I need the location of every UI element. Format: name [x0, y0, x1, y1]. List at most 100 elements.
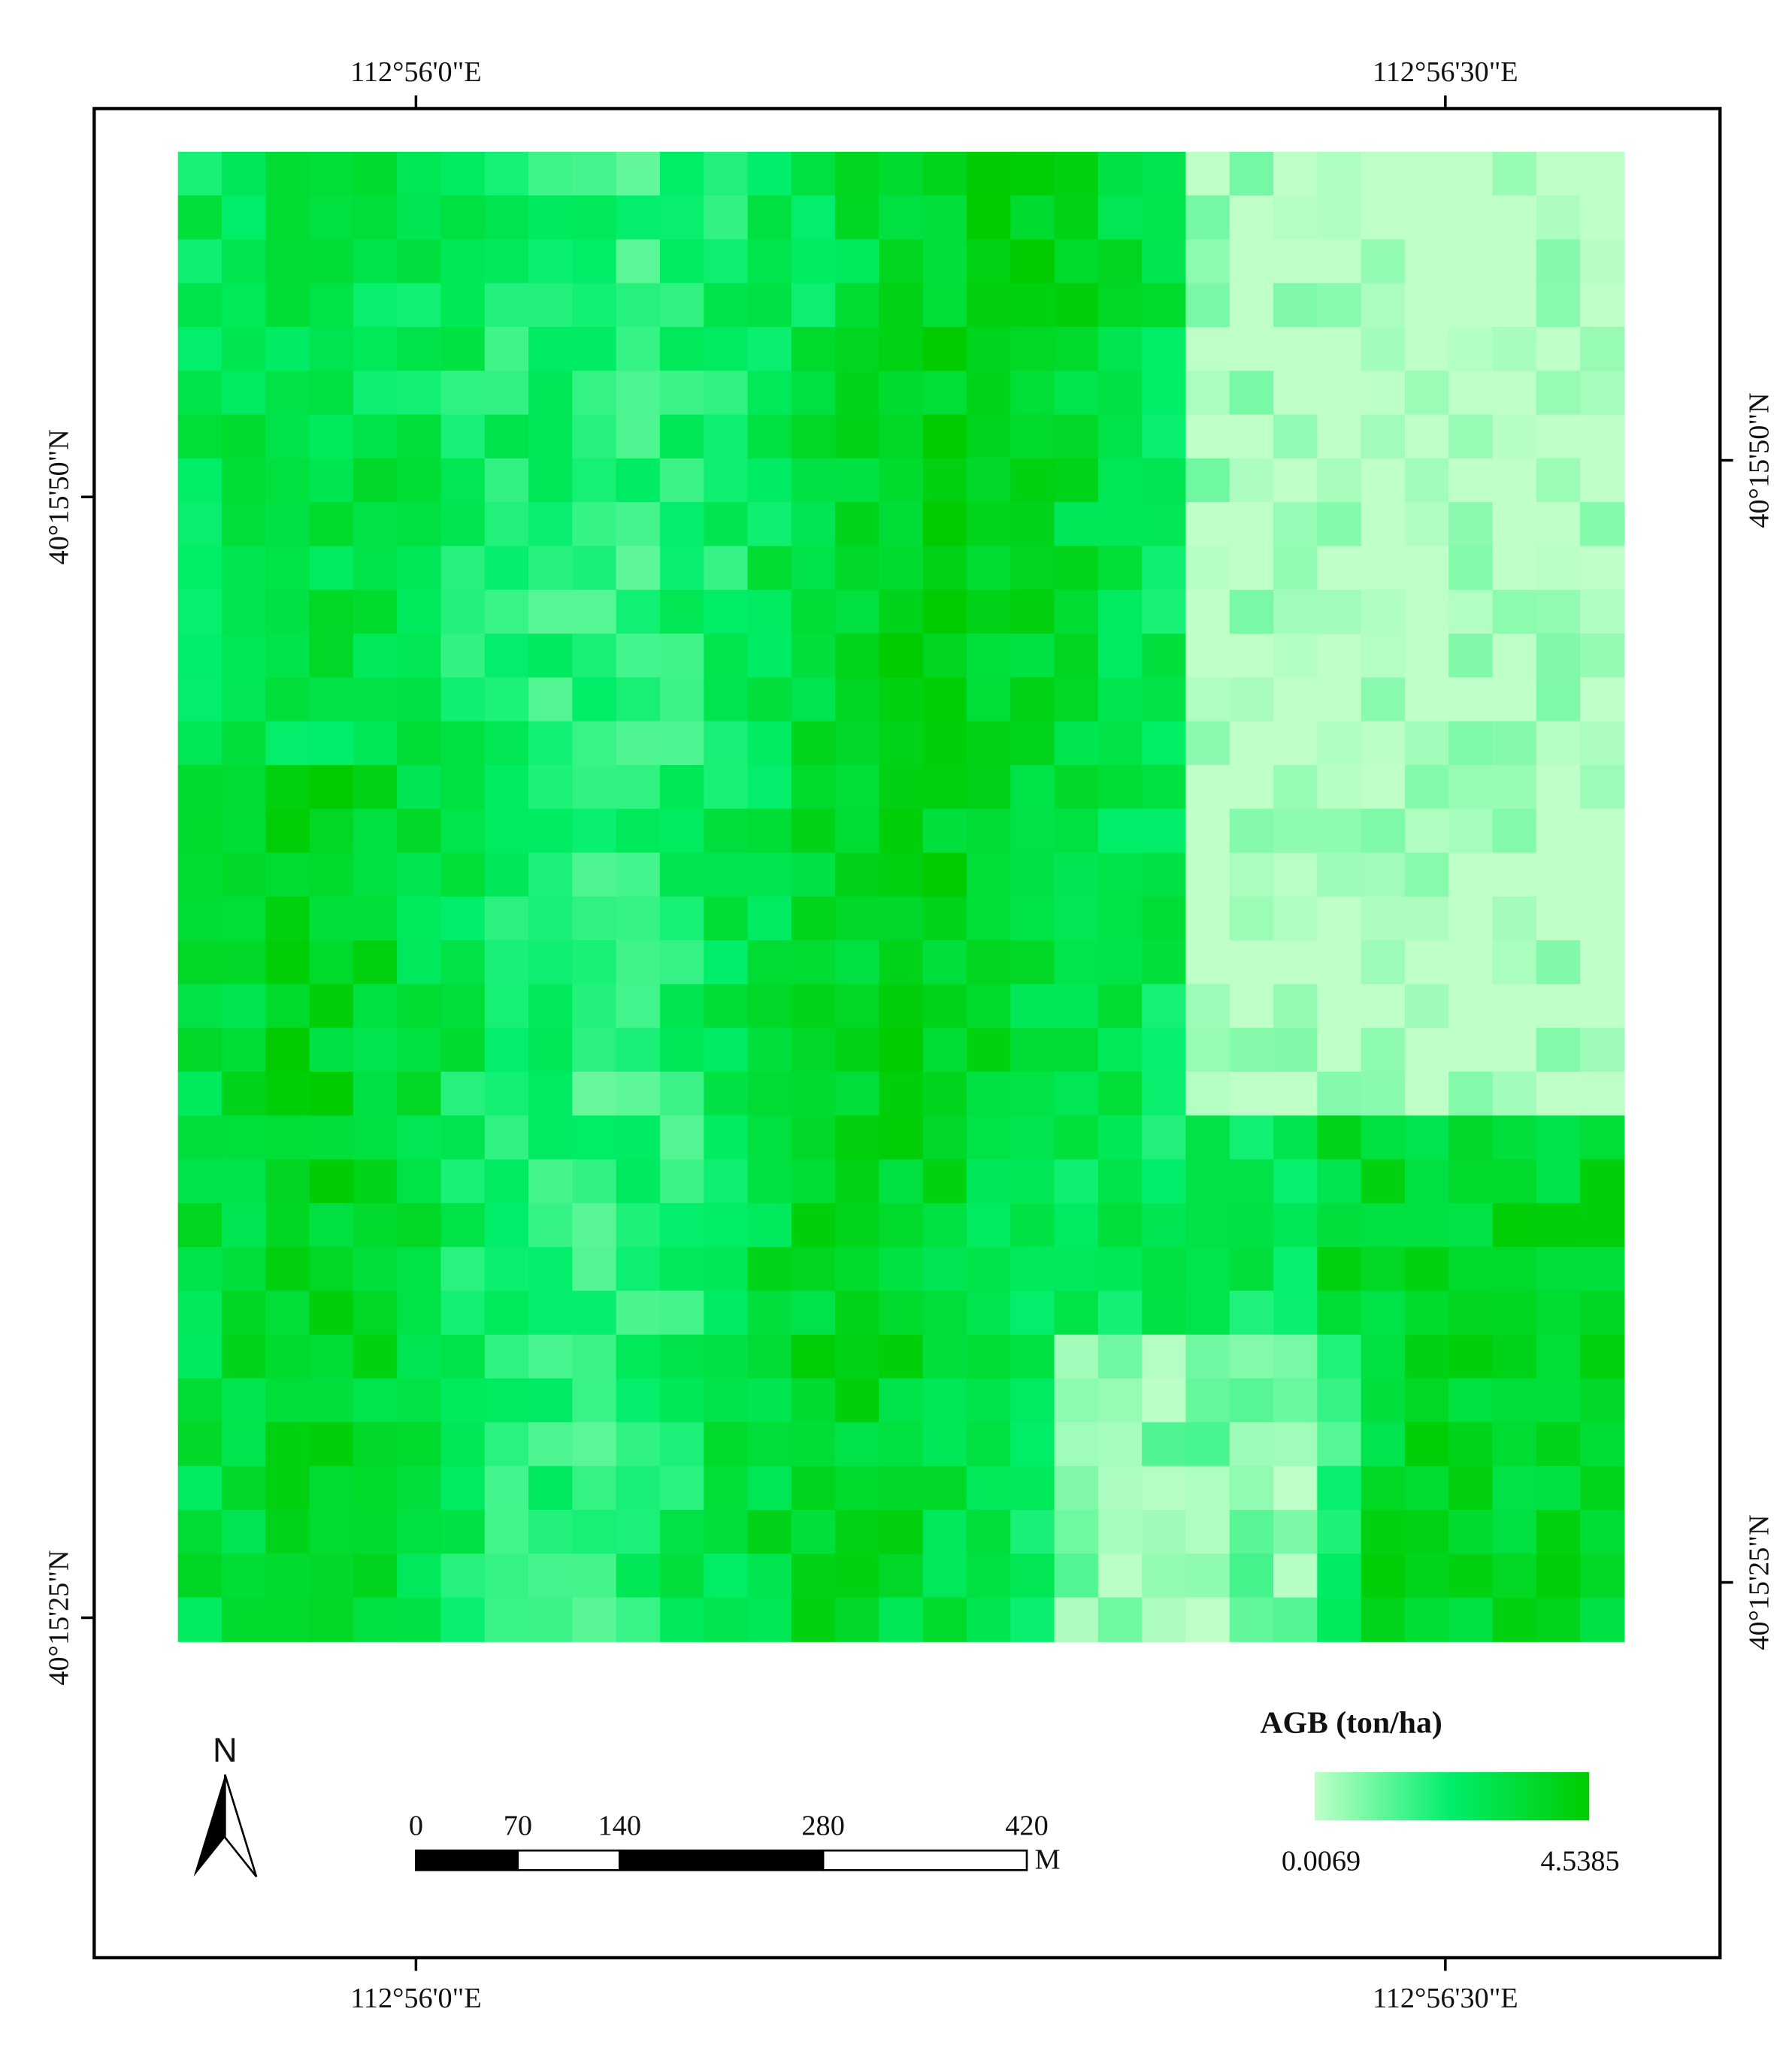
raster-cell: [1448, 546, 1494, 591]
raster-cell: [1054, 1466, 1099, 1511]
raster-cell: [1361, 1290, 1406, 1336]
raster-cell: [1536, 239, 1582, 284]
raster-cell: [1404, 414, 1450, 459]
raster-cell: [1229, 1202, 1275, 1248]
raster-cell: [1273, 1290, 1318, 1336]
raster-cell: [616, 502, 661, 547]
raster-cell: [1097, 1202, 1143, 1248]
raster-cell: [704, 677, 749, 722]
raster-cell: [966, 283, 1012, 328]
raster-cell: [1536, 721, 1582, 767]
raster-cell: [966, 764, 1012, 810]
raster-cell: [440, 721, 486, 767]
raster-cell: [1580, 1509, 1625, 1555]
raster-cell: [1536, 1072, 1582, 1117]
raster-cell: [309, 1159, 354, 1204]
raster-cell: [1142, 764, 1187, 810]
raster-cell: [1448, 458, 1494, 504]
raster-cell: [1010, 327, 1055, 372]
raster-cell: [309, 1247, 354, 1292]
raster-cell: [791, 677, 837, 722]
raster-cell: [221, 195, 267, 240]
raster-cell: [1054, 721, 1099, 767]
raster-cell: [1185, 327, 1230, 372]
raster-cell: [1580, 151, 1625, 197]
raster-cell: [1580, 1466, 1625, 1511]
raster-cell: [659, 458, 705, 504]
raster-cell: [659, 327, 705, 372]
raster-cell: [1229, 283, 1275, 328]
raster-cell: [747, 677, 792, 722]
raster-cell: [177, 327, 223, 372]
raster-cell: [922, 414, 968, 459]
raster-cell: [704, 1115, 749, 1160]
raster-cell: [1580, 809, 1625, 854]
raster-cell: [704, 1247, 749, 1292]
raster-cell: [177, 546, 223, 591]
raster-cell: [528, 1072, 574, 1117]
raster-cell: [747, 151, 792, 197]
raster-cell: [353, 1466, 398, 1511]
raster-cell: [835, 589, 880, 635]
raster-cell: [1273, 896, 1318, 942]
raster-cell: [1185, 852, 1230, 897]
raster-cell: [747, 1334, 792, 1380]
raster-cell: [528, 1159, 574, 1204]
raster-cell: [353, 195, 398, 240]
raster-cell: [397, 502, 442, 547]
raster-cell: [1404, 502, 1450, 547]
raster-cell: [835, 1072, 880, 1117]
raster-cell: [616, 1202, 661, 1248]
raster-cell: [1448, 764, 1494, 810]
raster-cell: [265, 940, 310, 985]
raster-cell: [659, 1115, 705, 1160]
raster-cell: [265, 1466, 310, 1511]
raster-cell: [1492, 1466, 1537, 1511]
raster-cell: [616, 589, 661, 635]
raster-cell: [1185, 1378, 1230, 1423]
raster-cell: [353, 940, 398, 985]
raster-cell: [1580, 371, 1625, 416]
raster-cell: [1185, 764, 1230, 810]
raster-cell: [659, 634, 705, 679]
raster-cell: [572, 1159, 617, 1204]
raster-cell: [309, 764, 354, 810]
raster-cell: [1492, 1422, 1537, 1467]
raster-cell: [791, 195, 837, 240]
raster-cell: [440, 896, 486, 942]
raster-cell: [659, 502, 705, 547]
raster-cell: [1185, 151, 1230, 197]
raster-cell: [1448, 283, 1494, 328]
raster-cell: [1097, 1466, 1143, 1511]
raster-cell: [1273, 546, 1318, 591]
raster-cell: [1054, 1247, 1099, 1292]
raster-cell: [1361, 1115, 1406, 1160]
raster-cell: [1054, 809, 1099, 854]
raster-cell: [1492, 852, 1537, 897]
north-label: N: [213, 1731, 238, 1769]
raster-cell: [397, 1553, 442, 1599]
raster-cell: [1404, 1027, 1450, 1073]
raster-cell: [1273, 327, 1318, 372]
raster-cell: [835, 896, 880, 942]
raster-cell: [747, 721, 792, 767]
raster-cell: [528, 984, 574, 1029]
raster-cell: [704, 634, 749, 679]
raster-cell: [616, 809, 661, 854]
raster-cell: [528, 239, 574, 284]
raster-cell: [528, 589, 574, 635]
raster-cell: [265, 1027, 310, 1073]
raster-cell: [397, 327, 442, 372]
raster-cell: [1448, 371, 1494, 416]
raster-cell: [1273, 1553, 1318, 1599]
raster-cell: [1229, 1334, 1275, 1380]
raster-cell: [572, 151, 617, 197]
raster-cell: [704, 283, 749, 328]
raster-cell: [1054, 283, 1099, 328]
raster-cell: [1448, 1553, 1494, 1599]
scale-segment: [618, 1849, 825, 1871]
raster-cell: [1142, 414, 1187, 459]
raster-cell: [1010, 195, 1055, 240]
raster-cell: [966, 1115, 1012, 1160]
